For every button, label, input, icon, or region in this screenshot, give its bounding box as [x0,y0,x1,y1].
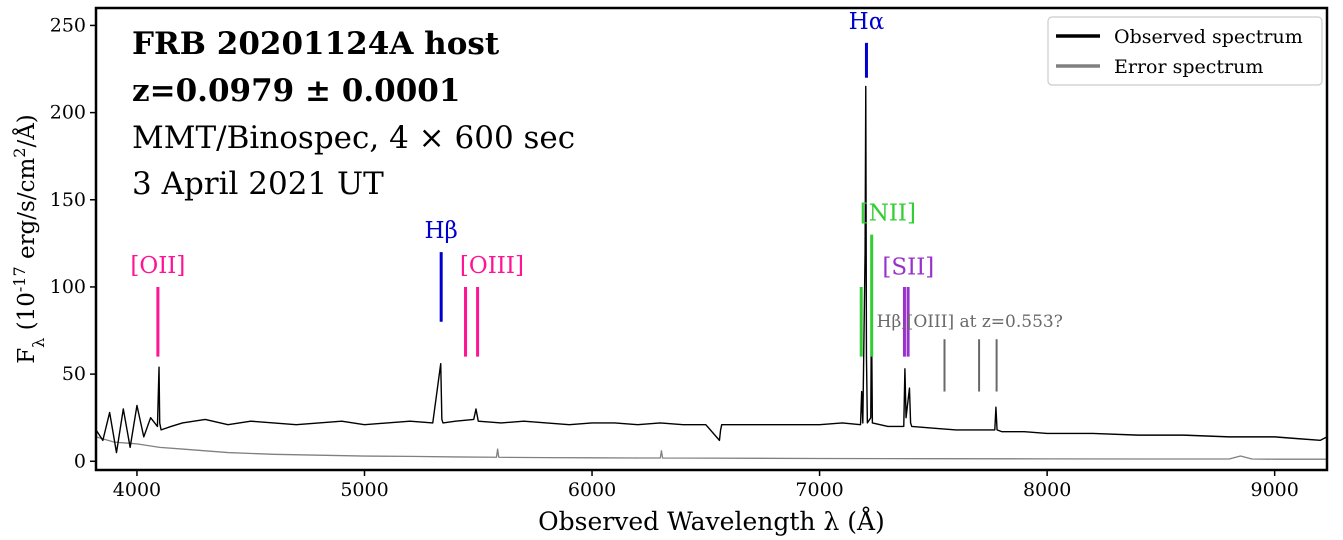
marker-label-h-oiii-at-z-0-553: Hβ,[OIII] at z=0.553? [877,312,1063,332]
y-tick-label-50: 50 [62,363,86,385]
y-tick-label-150: 150 [50,189,86,211]
marker-label-oiii: [OIII] [460,253,524,279]
y-axis-label: Fλ (10-17 erg/s/cm2/Å) [10,114,48,364]
y-tick-label-0: 0 [74,450,86,472]
y-tick-label-200: 200 [50,102,86,124]
title-line-2: z=0.0979 ± 0.0001 [132,73,460,109]
marker-label-nii: [NII] [860,201,916,227]
x-axis-label: Observed Wavelength λ (Å) [538,506,885,536]
marker-label-h: Hβ [425,218,458,244]
title-line-1: FRB 20201124A host [132,26,500,62]
x-tick-label-8000: 8000 [1023,479,1071,501]
title-line-4: 3 April 2021 UT [132,166,384,202]
y-tick-label-250: 250 [50,14,86,36]
x-tick-label-7000: 7000 [795,479,843,501]
x-tick-label-5000: 5000 [340,479,388,501]
x-tick-label-6000: 6000 [568,479,616,501]
marker-label-oii: [OII] [130,253,185,279]
y-tick-label-100: 100 [50,276,86,298]
title-block: FRB 20201124A host z=0.0979 ± 0.0001 MMT/B… [132,26,575,202]
legend: Observed spectrum Error spectrum [1048,17,1322,85]
x-tick-label-4000: 4000 [113,479,161,501]
error-spectrum-line [96,437,1327,459]
legend-label-2: Error spectrum [1114,56,1263,78]
marker-label-sii: [SII] [882,255,934,281]
x-tick-label-9000: 9000 [1250,479,1298,501]
title-line-3: MMT/Binospec, 4 × 600 sec [132,120,575,156]
marker-label-h: Hα [849,9,885,35]
legend-label-1: Observed spectrum [1114,26,1303,48]
